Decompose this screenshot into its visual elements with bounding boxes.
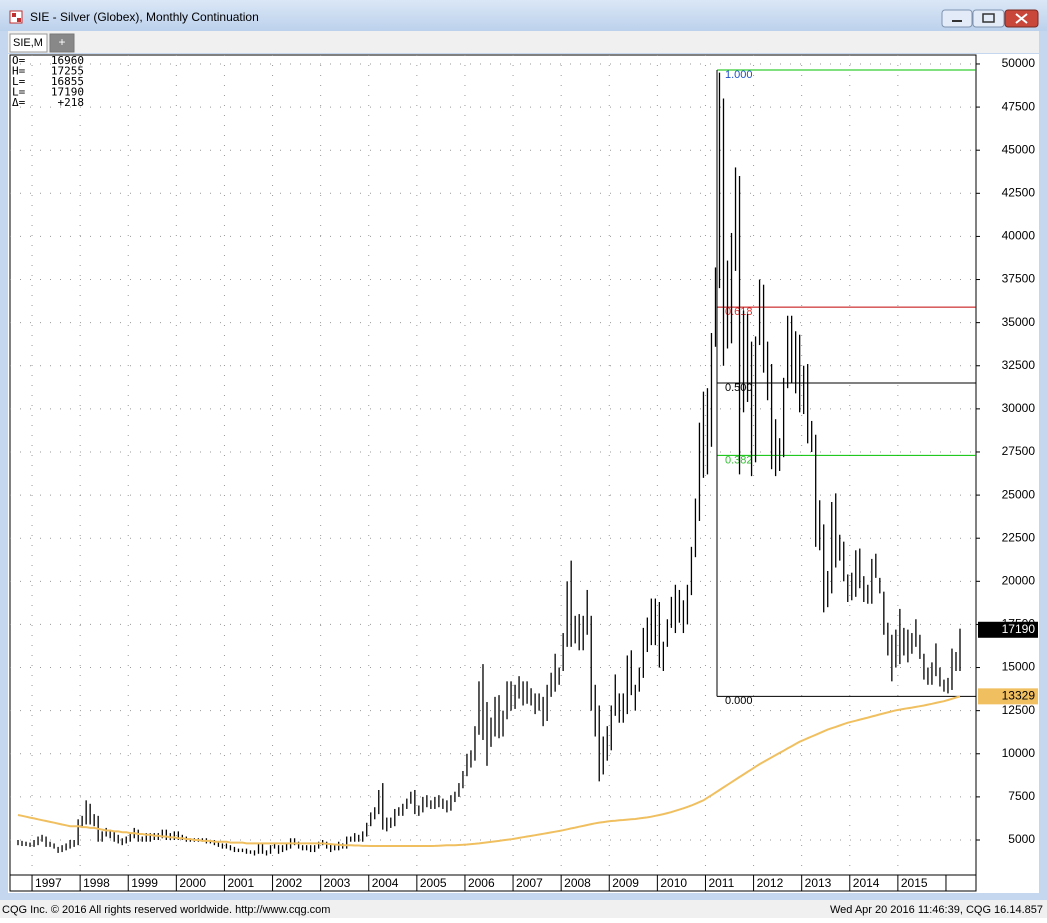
y-tick-label: 35000 xyxy=(1002,315,1036,329)
x-tick-label: 2000 xyxy=(179,876,206,890)
x-tick-label: 2015 xyxy=(901,876,928,890)
x-tick-label: 2006 xyxy=(468,876,495,890)
x-tick-label: 2009 xyxy=(612,876,639,890)
x-tick-label: 1997 xyxy=(35,876,62,890)
ma-price-label: 13329 xyxy=(1002,689,1036,703)
y-tick-label: 37500 xyxy=(1002,272,1036,286)
info-value: 16855 xyxy=(51,75,84,88)
tab-label: SIE,M xyxy=(13,37,43,49)
info-label: L= xyxy=(12,75,26,88)
tab[interactable] xyxy=(9,33,48,53)
status-bar xyxy=(0,900,1047,918)
footer-right: Wed Apr 20 2016 11:46:39, CQG 16.14.857 xyxy=(830,904,1043,916)
y-tick-label: 10000 xyxy=(1002,746,1036,760)
x-tick-label: 2005 xyxy=(420,876,447,890)
y-tick-label: 42500 xyxy=(1002,185,1036,199)
info-label: O= xyxy=(12,54,26,67)
y-tick-label: 20000 xyxy=(1002,573,1036,587)
fib-label: 1.000 xyxy=(725,69,753,81)
time-axis xyxy=(9,874,977,892)
fib-label: 0.618 xyxy=(725,306,753,318)
add-tab-label: + xyxy=(58,35,65,49)
y-tick-label: 47500 xyxy=(1002,99,1036,113)
x-tick-label: 2013 xyxy=(805,876,832,890)
minimize-button[interactable] xyxy=(941,9,973,28)
maximize-icon xyxy=(982,13,995,23)
ma-price-box xyxy=(978,688,1038,705)
y-tick-label: 27500 xyxy=(1002,444,1036,458)
info-label: L= xyxy=(12,86,26,99)
close-icon xyxy=(1015,13,1028,24)
info-value: 17190 xyxy=(51,86,84,99)
x-tick-label: 2014 xyxy=(853,876,880,890)
fib-label: 0.500 xyxy=(725,382,753,394)
x-tick-label: 2002 xyxy=(276,876,303,890)
fib-label: 0.000 xyxy=(725,695,753,707)
x-tick-label: 2012 xyxy=(757,876,784,890)
info-label: H= xyxy=(12,65,26,78)
y-tick-label: 7500 xyxy=(1008,789,1035,803)
y-tick-label: 22500 xyxy=(1002,530,1036,544)
info-value: +218 xyxy=(58,96,85,109)
x-tick-label: 1998 xyxy=(83,876,110,890)
x-tick-label: 1999 xyxy=(131,876,158,890)
y-tick-label: 25000 xyxy=(1002,487,1036,501)
window-title: SIE - Silver (Globex), Monthly Continuat… xyxy=(30,10,259,24)
fib-label: 0.382 xyxy=(725,454,753,466)
info-value: 17255 xyxy=(51,65,84,78)
y-tick-label: 15000 xyxy=(1002,660,1036,674)
x-tick-label: 2010 xyxy=(660,876,687,890)
x-tick-label: 2001 xyxy=(227,876,254,890)
last-price-label: 17190 xyxy=(1002,622,1036,636)
title-bar xyxy=(0,0,1047,31)
y-tick-label: 40000 xyxy=(1002,229,1036,243)
x-tick-label: 2011 xyxy=(708,876,734,890)
app-icon xyxy=(17,18,21,22)
maximize-button[interactable] xyxy=(972,9,1005,28)
y-tick-label: 5000 xyxy=(1008,832,1035,846)
y-tick-label: 30000 xyxy=(1002,401,1036,415)
info-value: 16960 xyxy=(51,54,84,67)
y-tick-label: 12500 xyxy=(1002,703,1036,717)
moving-average xyxy=(17,695,961,847)
y-tick-label: 50000 xyxy=(1002,56,1036,70)
app-icon xyxy=(12,13,16,17)
footer-left: CQG Inc. © 2016 All rights reserved worl… xyxy=(2,904,330,916)
y-tick-label: 32500 xyxy=(1002,358,1036,372)
x-tick-label: 2004 xyxy=(372,876,399,890)
tab-bar xyxy=(8,31,1039,53)
x-tick-label: 2007 xyxy=(516,876,543,890)
x-tick-label: 2008 xyxy=(564,876,591,890)
info-label: Δ= xyxy=(12,96,26,109)
last-price-box xyxy=(978,621,1038,638)
add-tab[interactable] xyxy=(49,33,75,53)
y-tick-label: 45000 xyxy=(1002,142,1036,156)
plot-area xyxy=(9,54,977,876)
x-tick-label: 2003 xyxy=(324,876,351,890)
